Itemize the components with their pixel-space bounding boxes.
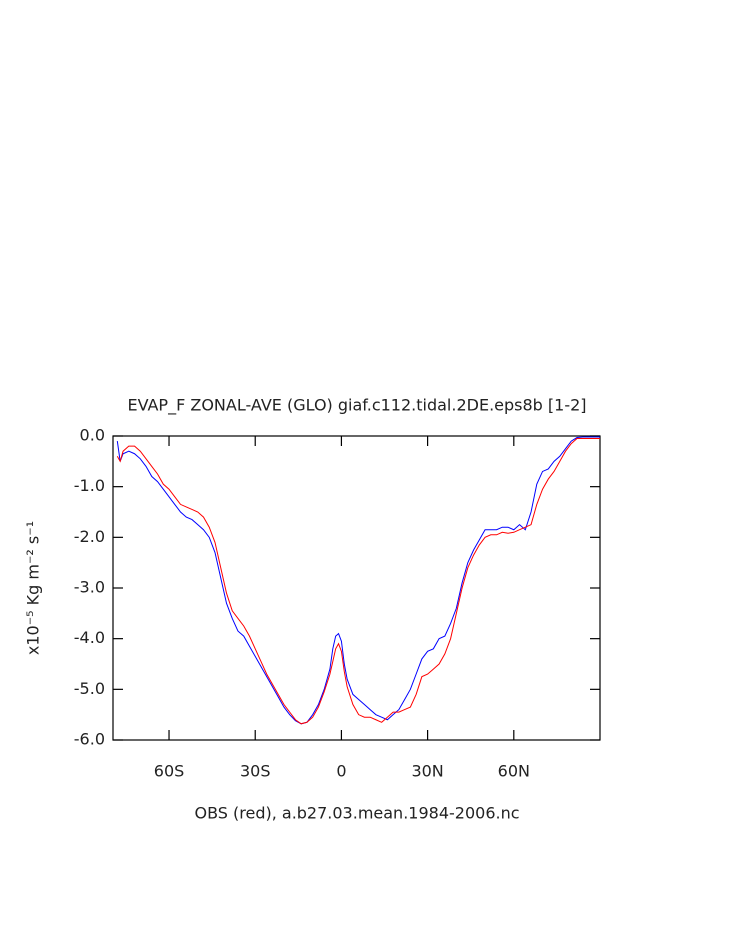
y-tick-label: -4.0 xyxy=(74,628,105,647)
y-tick-label: 0.0 xyxy=(80,426,105,445)
y-tick-label: -2.0 xyxy=(74,527,105,546)
y-axis-label: x10⁻⁵ Kg m⁻² s⁻¹ xyxy=(24,521,43,655)
x-tick-label: 30N xyxy=(411,762,443,781)
y-tick-label: -5.0 xyxy=(74,679,105,698)
plot-frame xyxy=(112,435,601,741)
x-tick-label: 0 xyxy=(336,762,346,781)
x-tick-label: 30S xyxy=(240,762,271,781)
x-tick-label: 60S xyxy=(154,762,185,781)
y-tick-label: -6.0 xyxy=(74,730,105,749)
line-series xyxy=(116,438,600,725)
line-series xyxy=(116,436,600,725)
x-axis-label: OBS (red), a.b27.03.mean.1984-2006.nc xyxy=(194,804,519,823)
x-tick-label: 60N xyxy=(498,762,530,781)
y-tick-label: -3.0 xyxy=(74,578,105,597)
chart-title: EVAP_F ZONAL-AVE (GLO) giaf.c112.tidal.2… xyxy=(127,396,586,416)
y-tick-label: -1.0 xyxy=(74,476,105,495)
